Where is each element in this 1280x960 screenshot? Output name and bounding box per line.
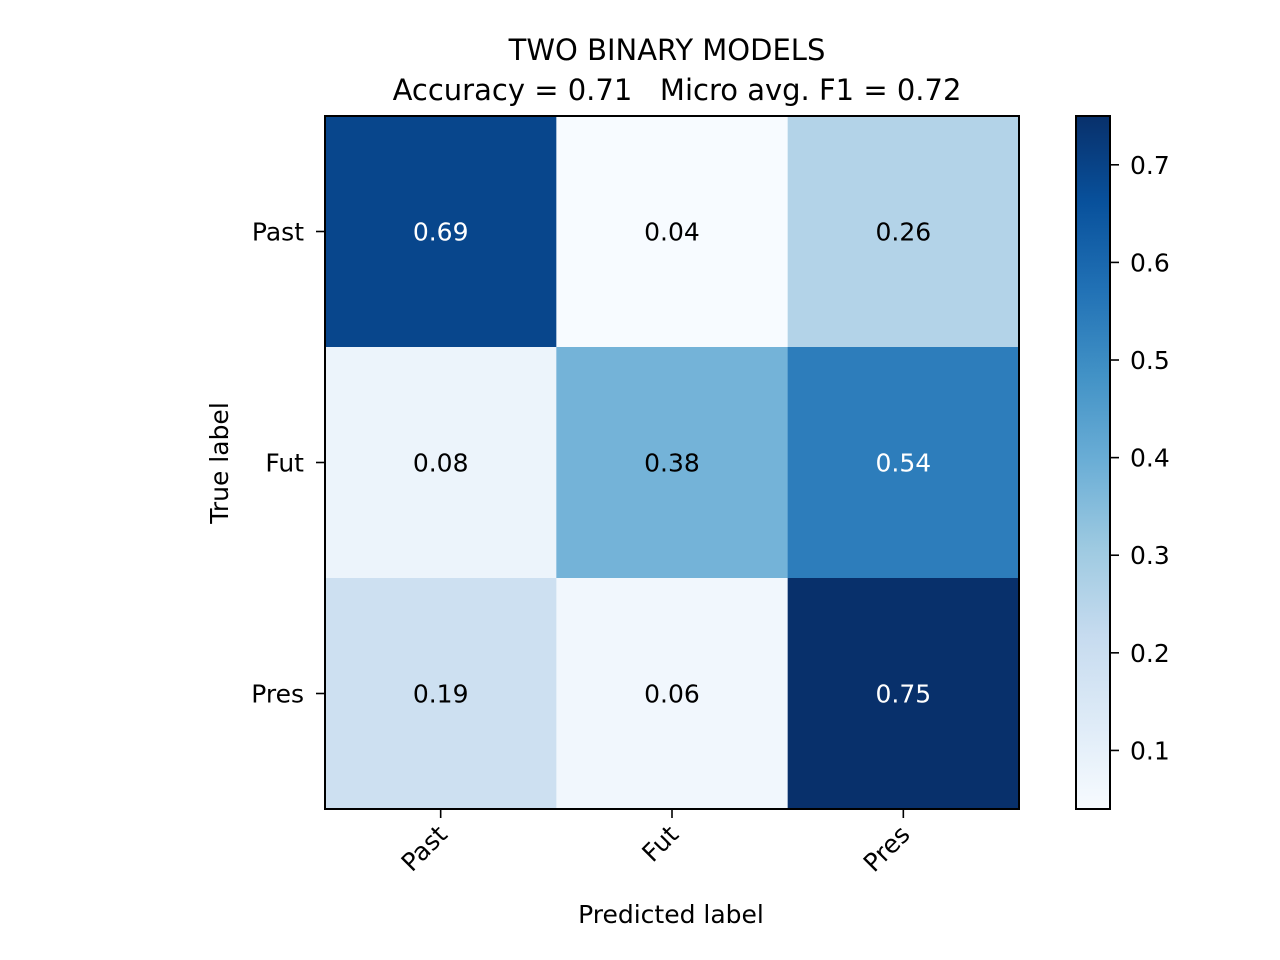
y-axis-ticks: Past Fut Pres <box>251 218 325 709</box>
y-axis-label: True label <box>205 402 234 525</box>
heatmap-cell <box>556 347 789 579</box>
chart-subtitle: Accuracy = 0.71 Micro avg. F1 = 0.72 <box>393 73 962 107</box>
colorbar-tick-label: 0.2 <box>1130 639 1170 668</box>
heatmap-cell <box>325 578 557 810</box>
x-tick-label: Pres <box>858 820 916 878</box>
cell-value-label: 0.04 <box>644 218 700 247</box>
y-tick-label: Fut <box>265 449 304 478</box>
colorbar-tick-label: 0.3 <box>1130 541 1170 570</box>
cell-value-label: 0.69 <box>413 218 469 247</box>
colorbar-ticks: 0.1 0.2 0.3 0.4 0.5 0.6 0.7 <box>1110 151 1170 765</box>
x-tick-label: Fut <box>636 820 684 868</box>
colorbar-tick-label: 0.1 <box>1130 736 1170 765</box>
chart-title: TWO BINARY MODELS <box>508 33 826 67</box>
heatmap-cell <box>325 116 557 348</box>
heatmap-cell-labels: 0.69 0.04 0.26 0.08 0.38 0.54 0.19 0.06 0.75 <box>413 218 931 709</box>
cell-value-label: 0.06 <box>644 680 700 709</box>
heatmap-cell <box>556 578 789 810</box>
heatmap-cell <box>556 116 789 348</box>
cell-value-label: 0.19 <box>413 680 469 709</box>
cell-value-label: 0.54 <box>875 449 931 478</box>
y-tick-label: Pres <box>251 680 304 709</box>
colorbar-tick-label: 0.7 <box>1130 151 1170 180</box>
heatmap-cells <box>325 116 1020 810</box>
colorbar-tick-label: 0.4 <box>1130 444 1170 473</box>
x-tick-label: Past <box>396 820 453 877</box>
y-tick-label: Past <box>252 218 304 247</box>
x-axis-label: Predicted label <box>578 900 764 929</box>
colorbar-tick-label: 0.5 <box>1130 346 1170 375</box>
cell-value-label: 0.08 <box>413 449 469 478</box>
heatmap-cell <box>787 578 1020 810</box>
cell-value-label: 0.26 <box>875 218 931 247</box>
heatmap-cell <box>325 347 557 579</box>
cell-value-label: 0.38 <box>644 449 700 478</box>
x-axis-ticks: Past Fut Pres <box>396 809 916 878</box>
heatmap-cell <box>787 347 1020 579</box>
heatmap-cell <box>787 116 1020 348</box>
colorbar <box>1075 115 1111 810</box>
colorbar-tick-label: 0.6 <box>1130 248 1170 277</box>
cell-value-label: 0.75 <box>875 680 931 709</box>
